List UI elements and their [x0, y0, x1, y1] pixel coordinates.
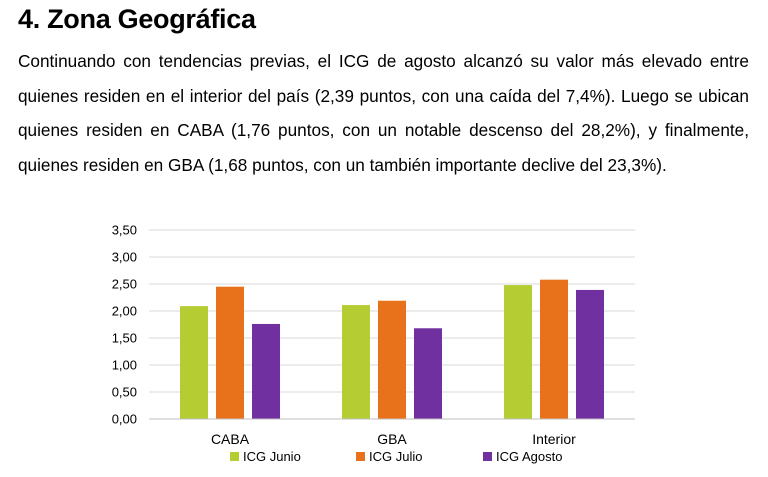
legend-label: ICG Junio: [243, 449, 301, 464]
y-axis-ticks: 0,00 0,50 1,00 1,50 2,00 2,50 3,00 3,50: [112, 223, 137, 427]
y-tick-label: 1,50: [112, 331, 137, 346]
bar-caba-1: [180, 306, 208, 419]
legend-swatch: [483, 452, 492, 461]
bar-caba-2: [216, 286, 244, 419]
y-tick-label: 2,50: [112, 277, 137, 292]
legend-label: ICG Julio: [369, 449, 422, 464]
y-tick-label: 2,00: [112, 304, 137, 319]
x-category-label: CABA: [211, 431, 250, 447]
bar-interior-2: [540, 279, 568, 419]
x-category-label: GBA: [377, 431, 407, 447]
legend-label: ICG Agosto: [496, 449, 562, 464]
legend-swatch: [230, 452, 239, 461]
bar-gba-2: [378, 300, 406, 419]
bar-gba-3: [414, 328, 442, 419]
y-tick-label: 3,00: [112, 250, 137, 265]
x-category-label: Interior: [532, 431, 576, 447]
bar-interior-3: [576, 289, 604, 419]
y-tick-label: 0,50: [112, 385, 137, 400]
chart-bars: [180, 279, 604, 419]
bar-chart: 0,00 0,50 1,00 1,50 2,00 2,50 3,00 3,50 CABA GBA…: [112, 223, 635, 464]
y-tick-label: 3,50: [112, 223, 137, 238]
chart-legend: ICG Junio ICG Julio ICG Agosto: [230, 449, 562, 464]
bar-caba-3: [252, 323, 280, 419]
bar-gba-1: [342, 305, 370, 419]
y-tick-label: 0,00: [112, 412, 137, 427]
x-axis-categories: CABA GBA Interior: [211, 431, 576, 447]
legend-swatch: [356, 452, 365, 461]
y-tick-label: 1,00: [112, 358, 137, 373]
section-title: 4. Zona Geográfica: [18, 4, 256, 34]
section-paragraph: Continuando con tendencias previas, el I…: [18, 51, 749, 175]
bar-interior-1: [504, 285, 532, 419]
